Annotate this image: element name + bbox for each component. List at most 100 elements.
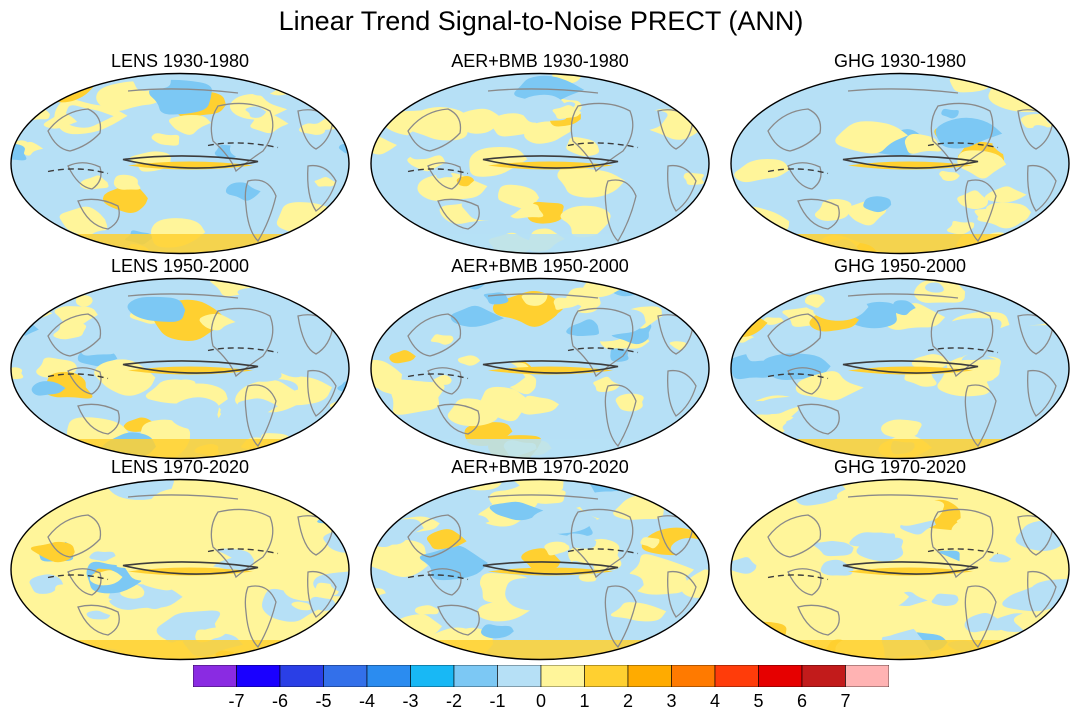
anomaly-patch (947, 220, 975, 235)
anomaly-patch (804, 294, 825, 308)
anomaly-patch (371, 136, 397, 155)
anomaly-patch (745, 75, 766, 89)
contour-negative (207, 142, 279, 149)
colorbar-tick-label: 4 (709, 691, 720, 711)
anomaly-patch (313, 73, 344, 85)
anomaly-patch (508, 200, 544, 219)
colorbar-box (758, 665, 803, 687)
colorbar-tick-label: -2 (445, 691, 462, 711)
anomaly-patch (312, 278, 349, 293)
anomaly-patch (734, 158, 790, 183)
colorbar-box (497, 665, 542, 687)
coastline (1027, 570, 1057, 618)
anomaly-patch (610, 348, 629, 362)
anomaly-patch (670, 538, 709, 571)
map-border (370, 72, 710, 255)
anomaly-patch (144, 181, 180, 201)
anomaly-patch (530, 505, 597, 535)
anomaly-patch (371, 214, 392, 228)
contour-positive (482, 155, 619, 169)
anomaly-patch (13, 439, 37, 452)
anomaly-patch (371, 605, 381, 615)
coastline (307, 369, 337, 417)
coastline (847, 494, 959, 500)
map-border (370, 478, 710, 661)
coastline (67, 162, 102, 190)
anomaly-patch (937, 366, 991, 397)
coastline (407, 514, 462, 558)
anomaly-patch (767, 282, 803, 305)
anomaly-patch (731, 640, 765, 660)
robinson-map (370, 72, 710, 255)
anomaly-patch (314, 176, 337, 187)
anomaly-patch (72, 338, 126, 356)
anomaly-patch (381, 320, 431, 347)
coastline (1027, 164, 1057, 212)
coastline (797, 604, 840, 636)
colorbar-tick-label: -3 (402, 691, 419, 711)
anomaly-patch (986, 202, 1032, 225)
coastline (797, 198, 840, 230)
anomaly-patch (414, 605, 439, 615)
panel-title: AER+BMB 1930-1980 (451, 51, 629, 71)
anomaly-patch (762, 353, 831, 381)
anomaly-patch (120, 584, 145, 599)
coastline (767, 108, 822, 152)
coastline (77, 403, 120, 435)
anomaly-patch (670, 352, 694, 366)
coastline (47, 313, 102, 357)
map-border (10, 478, 350, 661)
anomaly-patch (609, 278, 674, 297)
coastline (437, 403, 480, 435)
southern-band (731, 234, 1069, 254)
anomaly-patch (600, 573, 644, 596)
colorbar-box (540, 665, 585, 687)
coastline (487, 293, 599, 299)
anomaly-patch (779, 648, 799, 658)
anomaly-patch (181, 548, 232, 571)
anomaly-patch (1041, 76, 1069, 96)
anomaly-patch (867, 350, 891, 361)
map-panel: AER+BMB 1950-2000 (368, 256, 712, 461)
anomaly-patch (456, 175, 475, 187)
anomaly-patch (371, 602, 380, 613)
coastline (407, 313, 462, 357)
anomaly-patch (298, 500, 328, 513)
anomaly-patch (790, 122, 844, 153)
map-panel: LENS 1970-2020 (8, 457, 352, 662)
map-border (730, 72, 1070, 255)
anomaly-patch (30, 541, 75, 563)
contour-negative (407, 373, 469, 380)
anomaly-patch (113, 499, 141, 516)
coastline (307, 164, 337, 212)
anomaly-patch (229, 131, 291, 163)
anomaly-patch (432, 375, 452, 386)
anomaly-patch (593, 376, 621, 393)
colorbar-box (453, 665, 498, 687)
coastline (127, 88, 239, 94)
anomaly-patch (684, 206, 709, 225)
panel-title: AER+BMB 1970-2020 (451, 457, 629, 477)
anomaly-patch (11, 78, 33, 93)
anomaly-patch (640, 537, 660, 549)
anomaly-patch (325, 307, 347, 319)
colorbar-tick-label: -4 (358, 691, 375, 711)
anomaly-patch (572, 413, 615, 432)
anomaly-patch (836, 483, 903, 515)
anomaly-patch (145, 379, 209, 404)
anomaly-patch (628, 110, 668, 133)
anomaly-patch (325, 479, 349, 498)
anomaly-patch (887, 497, 945, 526)
coastline (667, 570, 697, 618)
anomaly-patch (225, 182, 261, 201)
robinson-map (10, 478, 350, 661)
anomaly-patch (113, 174, 141, 190)
anomaly-patch (75, 295, 93, 307)
anomaly-patch (11, 491, 38, 522)
anomaly-patch (741, 278, 788, 286)
anomaly-patch (11, 422, 55, 452)
coastline (77, 198, 120, 230)
robinson-map (730, 277, 1070, 460)
anomaly-patch (162, 632, 186, 643)
anomaly-patch (1052, 413, 1069, 432)
